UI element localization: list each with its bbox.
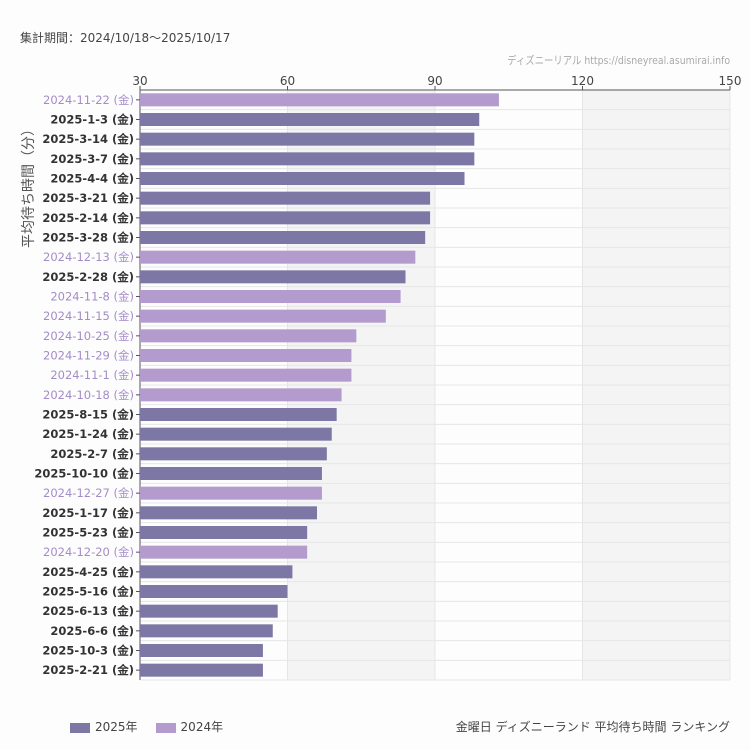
bar	[140, 172, 465, 185]
legend-label: 2024年	[180, 720, 224, 734]
x-tick-label: 150	[719, 74, 742, 88]
y-tick-label: 2025-8-15 (金)	[42, 408, 134, 422]
bar	[140, 663, 263, 677]
y-tick-label: 2025-3-28 (金)	[42, 231, 134, 245]
bar	[140, 113, 480, 126]
bar	[140, 467, 322, 480]
bar	[140, 211, 431, 225]
y-tick-label: 2024-11-29 (金)	[43, 349, 134, 363]
y-tick-label: 2024-12-20 (金)	[43, 545, 134, 559]
bar	[140, 368, 352, 382]
x-tick-label: 90	[427, 74, 442, 88]
x-tick-label: 120	[571, 74, 594, 88]
y-tick-label: 2025-4-25 (金)	[42, 565, 134, 579]
y-tick-label: 2025-6-6 (金)	[50, 624, 134, 638]
legend-label: 2025年	[95, 720, 138, 734]
bar	[140, 191, 431, 205]
bar	[140, 447, 327, 461]
y-tick-label: 2025-1-24 (金)	[42, 427, 134, 441]
bar	[140, 93, 499, 107]
y-tick-label: 2024-10-18 (金)	[43, 388, 134, 402]
bar	[140, 309, 386, 323]
y-tick-label: 2025-1-17 (金)	[42, 506, 134, 520]
bar	[140, 545, 308, 559]
y-tick-label: 2024-11-22 (金)	[43, 93, 134, 107]
bar	[140, 526, 308, 539]
y-axis-label: 平均待ち時間（分）	[21, 122, 37, 248]
bar	[140, 585, 288, 598]
bar	[140, 329, 357, 343]
bar	[140, 388, 342, 402]
y-tick-label: 2025-3-21 (金)	[42, 191, 134, 205]
y-tick-label: 2025-5-16 (金)	[42, 585, 134, 599]
x-tick-label: 60	[280, 74, 295, 88]
bar	[140, 132, 475, 146]
y-tick-label: 2025-6-13 (金)	[42, 604, 134, 618]
y-tick-label: 2025-2-21 (金)	[42, 663, 134, 677]
chart-title: 金曜日 ディズニーランド 平均待ち時間 ランキング	[455, 720, 730, 734]
bar	[140, 152, 475, 166]
y-tick-label: 2025-10-10 (金)	[34, 467, 134, 481]
period-label: 集計期間：2024/10/18〜2025/10/17	[20, 31, 231, 45]
bar	[140, 290, 401, 303]
legend-item-2024[interactable]: 2024年	[155, 718, 224, 735]
bar	[140, 231, 426, 244]
y-tick-label: 2025-4-4 (金)	[50, 172, 134, 186]
bar	[140, 250, 416, 264]
y-tick-label: 2025-1-3 (金)	[50, 113, 134, 127]
bar	[140, 408, 337, 421]
bar	[140, 427, 332, 441]
y-tick-label: 2024-11-1 (金)	[50, 368, 134, 382]
bar	[140, 624, 273, 638]
y-tick-label: 2024-12-13 (金)	[43, 250, 134, 264]
bar	[140, 486, 322, 500]
legend-item-2025[interactable]: 2025年	[70, 718, 138, 735]
y-tick-label: 2025-2-28 (金)	[42, 270, 134, 284]
bar	[140, 644, 263, 657]
y-tick-label: 2025-10-3 (金)	[42, 644, 134, 658]
bar	[140, 506, 317, 520]
y-tick-label: 2024-11-8 (金)	[50, 290, 134, 304]
credit-label: ディズニーリアル https://disneyreal.asumirai.inf…	[507, 54, 730, 67]
y-tick-label: 2025-2-14 (金)	[42, 211, 134, 225]
legend: 2025年 2024年	[70, 718, 223, 735]
y-tick-label: 2024-12-27 (金)	[43, 486, 134, 500]
y-tick-label: 2025-2-7 (金)	[50, 447, 134, 461]
y-tick-label: 2025-5-23 (金)	[42, 526, 134, 540]
bar	[140, 349, 352, 362]
y-tick-label: 2024-11-15 (金)	[43, 309, 134, 323]
legend-swatch	[155, 722, 176, 733]
bar	[140, 604, 278, 618]
y-tick-label: 2024-10-25 (金)	[43, 329, 134, 343]
y-tick-label: 2025-3-7 (金)	[50, 152, 134, 166]
x-tick-label: 30	[132, 74, 147, 88]
bar	[140, 270, 406, 284]
y-tick-label: 2025-3-14 (金)	[42, 132, 134, 146]
legend-swatch	[70, 722, 90, 733]
bar	[140, 565, 293, 579]
